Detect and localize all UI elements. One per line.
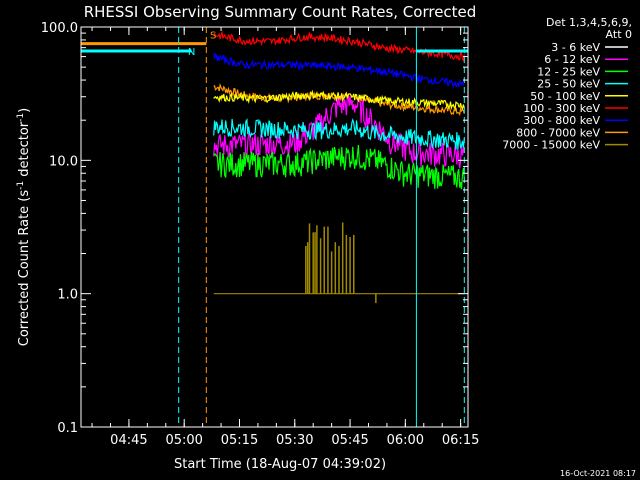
y-tick-label: 1.0 — [57, 288, 78, 303]
saa-flag-label: S — [210, 30, 216, 41]
legend-header-line-2: Att 0 — [606, 28, 632, 41]
series-layer — [212, 30, 466, 304]
legend-entry-label: 12 - 25 keV — [537, 65, 600, 78]
y-tick-label: 10.0 — [49, 154, 78, 169]
legend-entry-label: 7000 - 15000 keV — [502, 139, 600, 152]
series-line — [213, 117, 465, 150]
y-tick-label: 0.1 — [57, 421, 78, 436]
series-line — [213, 53, 465, 89]
x-tick-label: 06:00 — [387, 433, 424, 448]
plot-frame — [80, 26, 469, 428]
legend-entry-label: 100 - 300 keV — [523, 102, 600, 115]
legend-entry-label: 6 - 12 keV — [544, 53, 600, 66]
legend-entry-label: 3 - 6 keV — [551, 41, 600, 54]
x-tick-label: 06:15 — [442, 433, 479, 448]
legend-entry-label: 300 - 800 keV — [523, 114, 600, 127]
x-tick-label: 04:45 — [110, 433, 147, 448]
night-flag-label: N — [188, 47, 195, 58]
legend-header-line-1: Det 1,3,4,5,6,9, — [546, 16, 632, 29]
legend-entry-label: 50 - 100 keV — [530, 90, 600, 103]
y-tick-label: 100.0 — [41, 21, 78, 36]
x-axis-label: Start Time (18-Aug-07 04:39:02) — [174, 457, 386, 472]
x-tick-label: 05:30 — [276, 433, 313, 448]
legend-entry-label: 25 - 50 keV — [537, 78, 600, 91]
footer-timestamp: 16-Oct-2021 08:17 — [560, 469, 636, 478]
series-line — [212, 90, 466, 233]
y-axis-label: Corrected Count Rate (s-1 detector-1) — [16, 108, 32, 346]
series-line — [213, 89, 465, 111]
x-tick-label: 05:15 — [221, 433, 258, 448]
legend-entry-label: 800 - 7000 keV — [516, 126, 600, 139]
x-tick-label: 05:00 — [165, 433, 202, 448]
chart-title: RHESSI Observing Summary Count Rates, Co… — [84, 3, 477, 21]
series-line — [213, 30, 465, 62]
x-tick-label: 05:45 — [331, 433, 368, 448]
series-line — [213, 144, 465, 190]
axis-layer: 04:45 05:00 05:15 05:30 05:45 06:00 06:15 100.0… — [41, 21, 480, 448]
